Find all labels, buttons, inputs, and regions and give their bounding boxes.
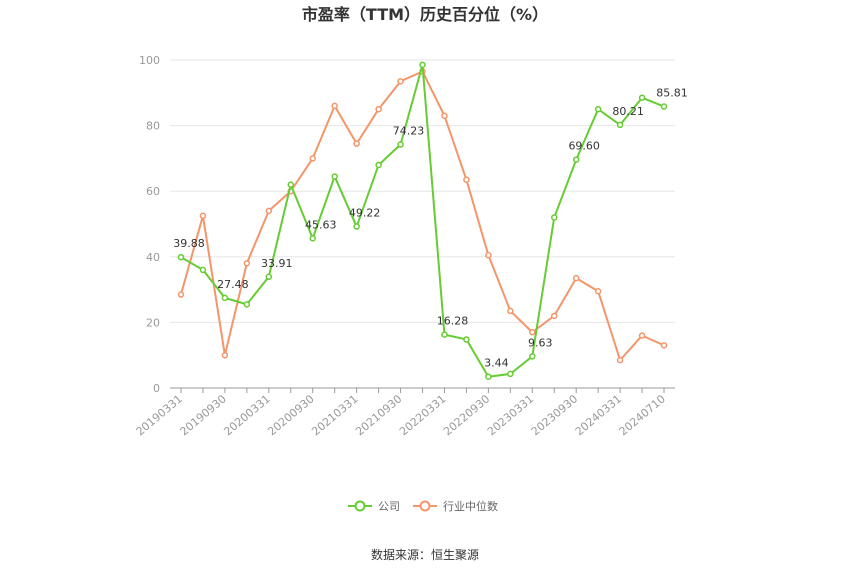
legend-item-0[interactable]: 公司 bbox=[348, 500, 400, 513]
data-label: 49.22 bbox=[349, 207, 381, 220]
x-tick-label: 20240331 bbox=[573, 392, 624, 438]
data-point bbox=[529, 353, 536, 360]
data-point bbox=[463, 176, 470, 183]
data-point bbox=[638, 332, 646, 339]
data-point bbox=[441, 112, 448, 120]
data-point bbox=[594, 287, 602, 295]
data-point bbox=[177, 253, 185, 261]
data-point bbox=[485, 251, 492, 259]
data-point bbox=[616, 356, 624, 364]
y-tick-label: 100 bbox=[139, 54, 160, 67]
data-label: 45.63 bbox=[305, 218, 337, 231]
source-note: 数据来源：恒生聚源 bbox=[371, 547, 479, 562]
legend-label: 公司 bbox=[378, 500, 400, 513]
data-point bbox=[441, 331, 448, 338]
legend-item-1[interactable]: 行业中位数 bbox=[413, 499, 498, 513]
legend-label: 行业中位数 bbox=[443, 499, 498, 513]
data-point bbox=[375, 105, 382, 113]
y-axis: 0 20 40 60 80 100 bbox=[139, 54, 160, 395]
data-point bbox=[572, 274, 580, 282]
data-label: 85.81 bbox=[656, 87, 688, 100]
y-tick-label: 80 bbox=[146, 120, 160, 133]
data-point bbox=[265, 273, 273, 281]
y-tick-label: 0 bbox=[153, 382, 160, 395]
data-point bbox=[287, 181, 295, 188]
data-label: 3.44 bbox=[484, 357, 509, 370]
data-point bbox=[221, 294, 229, 302]
data-point bbox=[594, 105, 602, 113]
data-point bbox=[199, 212, 207, 220]
x-tick-label: 20190331 bbox=[134, 392, 185, 438]
data-point bbox=[177, 291, 185, 298]
data-point bbox=[419, 61, 426, 69]
x-tick-label: 20200331 bbox=[221, 392, 272, 438]
x-tick-label: 20190930 bbox=[178, 392, 229, 438]
data-labels: 39.88 27.48 33.91 45.63 49.22 74.23 16.28 3.44 9… bbox=[173, 87, 688, 370]
x-tick-label: 20220331 bbox=[397, 392, 448, 438]
data-point bbox=[221, 351, 229, 359]
x-tick-label: 20230930 bbox=[529, 392, 580, 438]
data-point bbox=[309, 155, 316, 162]
y-tick-label: 40 bbox=[146, 251, 160, 264]
data-point bbox=[375, 161, 382, 169]
x-tick-label: 20240710 bbox=[617, 392, 668, 438]
data-point bbox=[507, 307, 514, 315]
data-point bbox=[463, 336, 470, 343]
data-label: 9.63 bbox=[528, 336, 553, 349]
series-line-0 bbox=[180, 63, 665, 378]
x-axis: 2019033120190930202003312020093020210331… bbox=[134, 387, 675, 438]
data-label: 33.91 bbox=[261, 257, 293, 270]
data-point bbox=[507, 370, 514, 378]
legend[interactable]: 公司 行业中位数 bbox=[348, 499, 498, 513]
data-point bbox=[397, 78, 404, 85]
data-point bbox=[353, 140, 360, 147]
series-layer bbox=[177, 61, 668, 380]
data-point bbox=[309, 235, 316, 242]
data-label: 27.48 bbox=[217, 278, 249, 291]
y-tick-label: 20 bbox=[146, 316, 160, 329]
data-point bbox=[660, 342, 668, 349]
data-point bbox=[638, 94, 646, 101]
data-point bbox=[616, 121, 624, 129]
data-point bbox=[529, 328, 536, 336]
legend-marker bbox=[419, 500, 431, 512]
data-point bbox=[485, 373, 492, 380]
data-point bbox=[199, 266, 207, 274]
data-point bbox=[265, 207, 273, 215]
data-label: 39.88 bbox=[173, 237, 205, 250]
legend-marker bbox=[354, 500, 366, 512]
chart-title: 市盈率（TTM）历史百分位（%） bbox=[302, 5, 548, 24]
x-tick-label: 20200930 bbox=[265, 392, 316, 438]
data-point bbox=[331, 173, 338, 180]
data-point bbox=[353, 223, 360, 230]
x-tick-label: 20210930 bbox=[353, 392, 404, 438]
data-point bbox=[660, 103, 668, 110]
data-point bbox=[572, 156, 580, 163]
y-tick-label: 60 bbox=[146, 185, 160, 198]
data-point bbox=[243, 301, 251, 308]
x-tick-label: 20220930 bbox=[441, 392, 492, 438]
series-line-1 bbox=[180, 70, 665, 362]
data-point bbox=[397, 141, 404, 148]
data-point bbox=[550, 312, 558, 320]
data-label: 80.21 bbox=[612, 105, 644, 118]
data-label: 74.23 bbox=[393, 125, 425, 138]
data-label: 69.60 bbox=[568, 140, 600, 153]
data-point bbox=[331, 102, 338, 110]
x-tick-label: 20210331 bbox=[309, 392, 360, 438]
data-label: 16.28 bbox=[437, 315, 469, 328]
x-tick-label: 20230331 bbox=[485, 392, 536, 438]
data-point bbox=[550, 214, 558, 221]
data-point bbox=[243, 260, 251, 267]
